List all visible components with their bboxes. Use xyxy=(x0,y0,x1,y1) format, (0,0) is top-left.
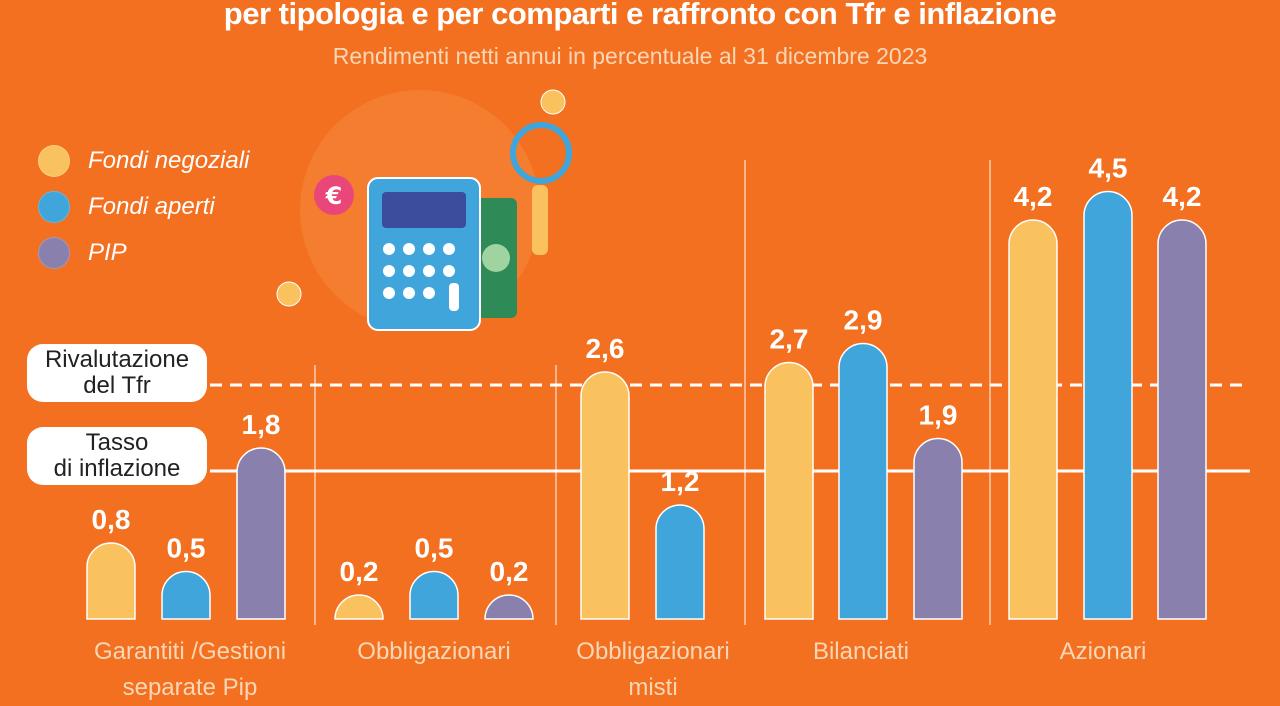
illustration-calculator: € xyxy=(276,89,572,331)
legend-label: Fondi negoziali xyxy=(88,147,250,174)
coin-icon xyxy=(540,89,566,115)
bar xyxy=(1008,219,1058,620)
bar xyxy=(161,570,211,620)
data-label: 4,2 xyxy=(1014,181,1053,212)
bar xyxy=(334,594,384,620)
legend-swatch xyxy=(38,237,70,269)
data-label: 0,2 xyxy=(490,556,529,587)
bar xyxy=(1157,219,1207,620)
data-label: 2,6 xyxy=(586,333,625,364)
bar xyxy=(86,542,136,620)
bar xyxy=(1083,190,1133,620)
data-label: 1,9 xyxy=(919,400,958,431)
legend-label: PIP xyxy=(88,239,127,266)
data-label: 1,8 xyxy=(242,409,281,440)
tfr-label-line1: Rivalutazione xyxy=(44,346,190,373)
bar xyxy=(838,342,888,620)
chart-title: per tipologia e per comparti e raffronto… xyxy=(223,0,1057,31)
category-label: Azionari xyxy=(1059,638,1147,665)
bar xyxy=(580,371,630,620)
tfr-label: Rivalutazione del Tfr xyxy=(27,344,207,402)
data-label: 0,5 xyxy=(167,533,206,564)
data-label: 0,8 xyxy=(92,504,131,535)
data-label: 2,7 xyxy=(770,324,809,355)
legend-swatch xyxy=(38,191,70,223)
chart-subtitle: Rendimenti netti annui in percentuale al… xyxy=(332,43,928,69)
category-label: Bilanciati xyxy=(812,638,910,665)
legend-item: PIP xyxy=(38,230,249,276)
svg-text:€: € xyxy=(325,182,343,210)
coin-icon xyxy=(276,281,302,307)
data-label: 1,2 xyxy=(661,466,700,497)
legend-item: Fondi aperti xyxy=(38,184,249,230)
inflation-label-line2: di inflazione xyxy=(53,455,181,482)
legend-label: Fondi aperti xyxy=(88,193,215,220)
data-label: 0,5 xyxy=(415,533,454,564)
category-label: Obbligazionari xyxy=(357,638,511,665)
category-label: Obbligazionari misti xyxy=(576,638,730,701)
data-label: 2,9 xyxy=(844,305,883,336)
legend: Fondi negoziali Fondi aperti PIP xyxy=(38,138,249,276)
bar xyxy=(484,594,534,620)
data-label: 0,2 xyxy=(340,556,379,587)
legend-item: Fondi negoziali xyxy=(38,138,249,184)
bar xyxy=(913,437,963,620)
legend-swatch xyxy=(38,145,70,177)
bar xyxy=(655,504,705,620)
data-label: 4,5 xyxy=(1089,153,1128,184)
magnifier-icon xyxy=(510,122,572,184)
inflation-label-line1: Tasso xyxy=(85,429,149,456)
inflation-label: Tasso di inflazione xyxy=(27,427,207,485)
bar xyxy=(236,447,286,620)
data-label: 4,2 xyxy=(1163,181,1202,212)
tfr-label-line2: del Tfr xyxy=(83,372,151,399)
bar xyxy=(764,361,814,620)
euro-icon xyxy=(314,175,354,215)
category-label: Garantiti /Gestioni separate Pip xyxy=(93,638,287,701)
bar xyxy=(409,570,459,620)
